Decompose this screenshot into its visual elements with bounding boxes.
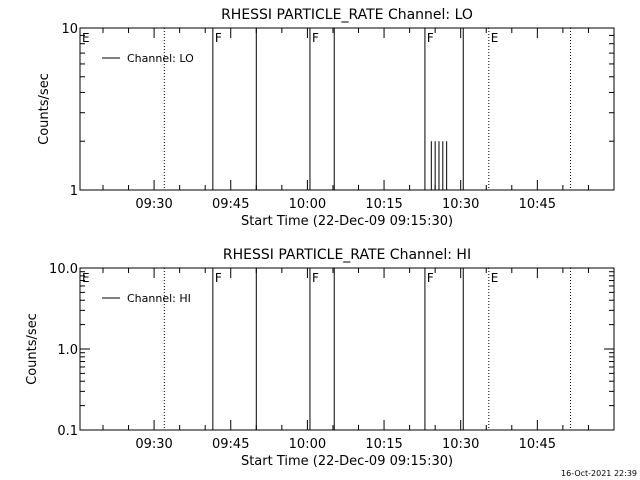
panel-1-x-tick-label: 10:15 (365, 197, 402, 212)
panel-1-x-tick-label: 10:00 (289, 197, 326, 212)
panel-2-x-tick-label: 10:00 (289, 437, 326, 452)
panel-2-marker-label: E (491, 271, 499, 285)
panel-2-x-tick-label: 09:30 (135, 437, 172, 452)
panel-1-x-tick-label: 09:30 (135, 197, 172, 212)
panel-2-x-tick-label: 10:30 (442, 437, 479, 452)
panel-1-y-tick-label: 10 (61, 22, 78, 37)
panel-2-y-tick-label: 0.1 (57, 424, 78, 439)
panel-2-y-axis-label: Counts/sec (25, 313, 40, 385)
footer-timestamp: 16-Oct-2021 22:39 (561, 469, 637, 478)
panel-2-marker-label: F (312, 271, 319, 285)
panel-2-marker-label: F (215, 271, 222, 285)
panel-2-marker-label: E (82, 271, 90, 285)
panel-1-title: RHESSI PARTICLE_RATE Channel: LO (221, 7, 473, 23)
panel-2-x-tick-label: 10:45 (519, 437, 556, 452)
panel-2-y-tick-label: 10.0 (49, 262, 78, 277)
panel-1-marker-label: F (215, 31, 222, 45)
panel-1-marker-label: F (312, 31, 319, 45)
panel-1-marker-label: F (427, 31, 434, 45)
panel-1-y-axis-label: Counts/sec (37, 73, 52, 145)
panel-1-y-tick-label: 1 (70, 184, 78, 199)
panel-1-marker-label: E (491, 31, 499, 45)
panel-2-marker-label: F (427, 271, 434, 285)
panel-1-marker-label: E (82, 31, 90, 45)
panel-2-x-tick-label: 10:15 (365, 437, 402, 452)
panel-1-x-axis-label: Start Time (22-Dec-09 09:15:30) (241, 214, 453, 229)
panel-1-x-tick-label: 09:45 (212, 197, 249, 212)
panel-1-x-tick-label: 10:45 (519, 197, 556, 212)
panel-2-y-tick-label: 1.0 (57, 343, 78, 358)
panel-2-legend-label: Channel: HI (127, 292, 191, 305)
panel-2-title: RHESSI PARTICLE_RATE Channel: HI (223, 247, 471, 263)
panel-2-x-tick-label: 09:45 (212, 437, 249, 452)
panel-1-x-tick-label: 10:30 (442, 197, 479, 212)
panel-1-axes-frame (79, 27, 615, 191)
panel-2-x-axis-label: Start Time (22-Dec-09 09:15:30) (241, 454, 453, 469)
panel-1-legend-label: Channel: LO (127, 52, 194, 65)
